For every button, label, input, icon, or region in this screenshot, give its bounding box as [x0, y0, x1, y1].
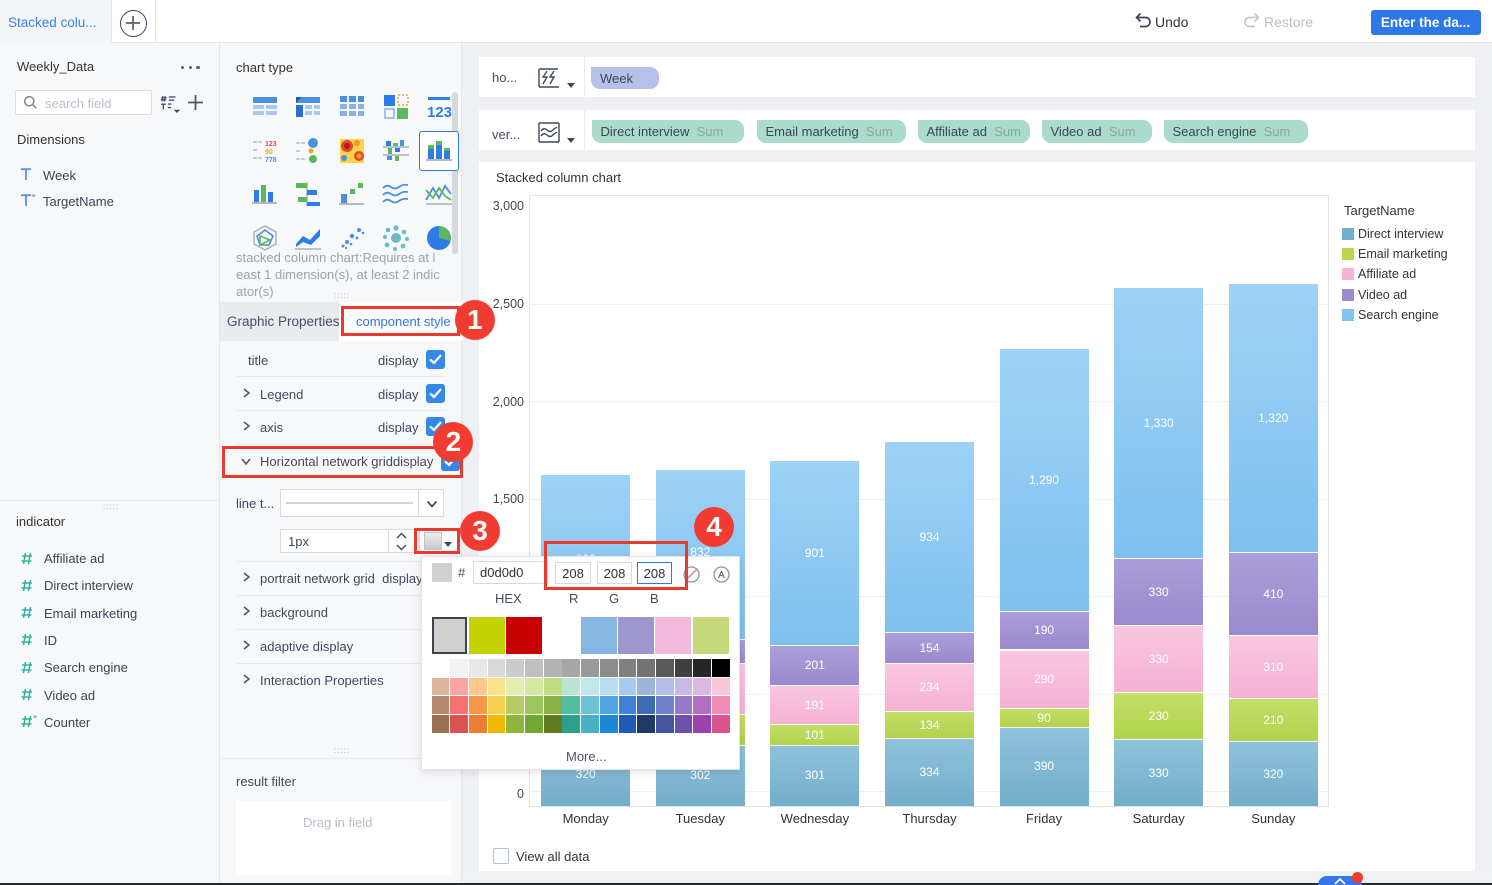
svg-text:90: 90	[265, 149, 273, 156]
svg-text:*: *	[33, 715, 38, 725]
svg-text:123: 123	[427, 104, 452, 121]
svg-text:123: 123	[265, 141, 277, 148]
svg-text:A: A	[718, 570, 725, 581]
svg-text:778: 778	[265, 157, 277, 164]
svg-text:*: *	[32, 194, 37, 204]
